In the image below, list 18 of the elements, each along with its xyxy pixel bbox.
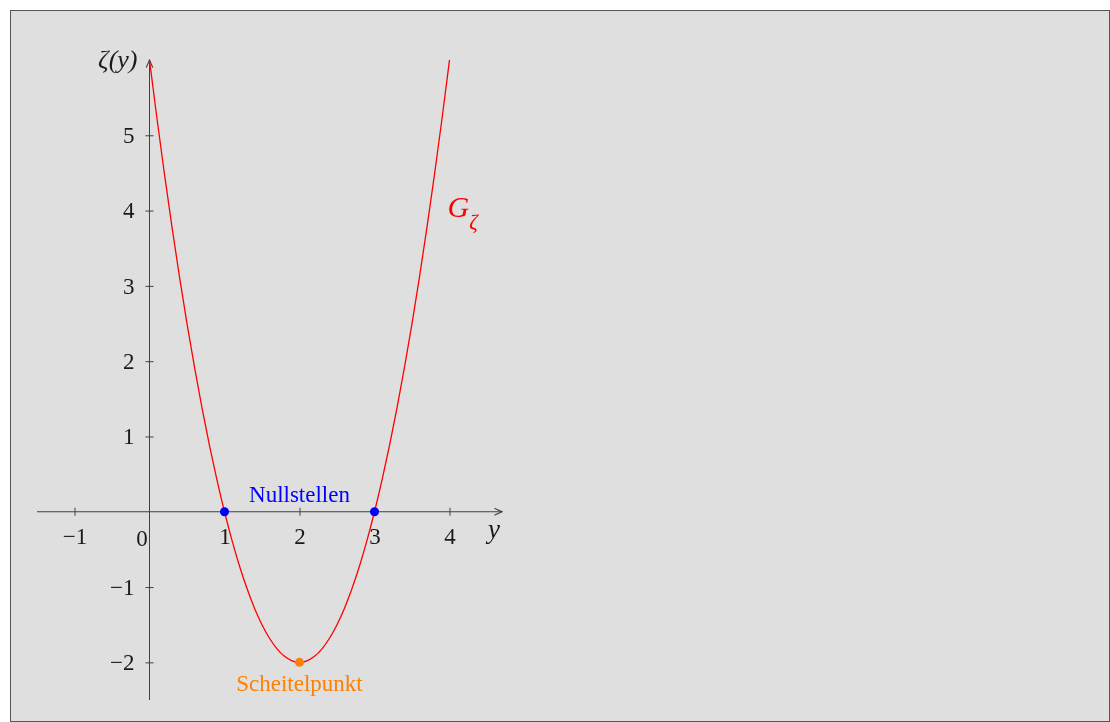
y-tick-label: −2	[110, 650, 135, 676]
x-axis-title: y	[485, 513, 501, 544]
x-tick-label: 1	[219, 524, 231, 550]
y-tick-label: 5	[123, 123, 135, 149]
series-label: Nullstellen	[249, 481, 351, 507]
x-tick-label: 4	[444, 524, 457, 550]
y-tick-label: −1	[110, 574, 135, 600]
y-tick-label: 1	[123, 424, 135, 450]
y-axis-title: ζ(y)	[98, 45, 138, 74]
y-tick-label: 3	[123, 273, 135, 299]
x-tick-label: 2	[294, 524, 306, 550]
y-tick-label: 4	[123, 198, 135, 224]
series-label: Scheitelpunkt	[236, 671, 364, 697]
x-tick-label: 3	[369, 524, 381, 550]
x-tick-label: 0	[136, 526, 148, 552]
series-label: G$_{ζ}$	[447, 190, 480, 234]
x-tick-label: −1	[62, 524, 88, 550]
y-tick-label: 2	[123, 349, 135, 375]
